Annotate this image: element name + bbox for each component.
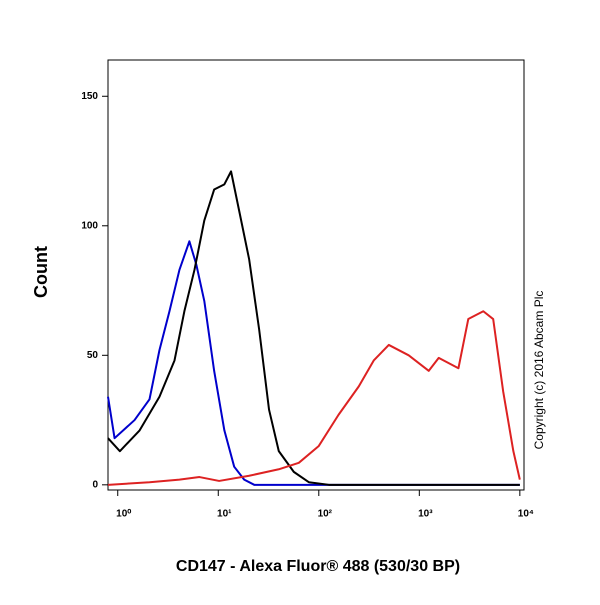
y-tick-label: 50 <box>87 350 99 361</box>
x-tick-label: 10¹ <box>217 509 232 520</box>
x-tick-label: 10² <box>318 509 333 520</box>
series-line <box>107 170 520 486</box>
plot-frame <box>107 59 525 491</box>
x-tick-label: 10³ <box>418 509 433 520</box>
x-axis-label: CD147 - Alexa Fluor® 488 (530/30 BP) <box>176 558 460 575</box>
y-tick-label: 150 <box>81 91 98 102</box>
y-tick-label: 100 <box>81 220 98 231</box>
y-tick-label: 0 <box>92 479 98 490</box>
series-line <box>107 310 521 486</box>
copyright: Copyright (c) 2016 Abcam Plc <box>532 291 546 450</box>
series-line <box>107 240 520 486</box>
x-tick-label: 10⁰ <box>116 509 131 520</box>
y-axis-label: Count <box>31 246 51 298</box>
x-tick-label: 10⁴ <box>518 509 534 520</box>
